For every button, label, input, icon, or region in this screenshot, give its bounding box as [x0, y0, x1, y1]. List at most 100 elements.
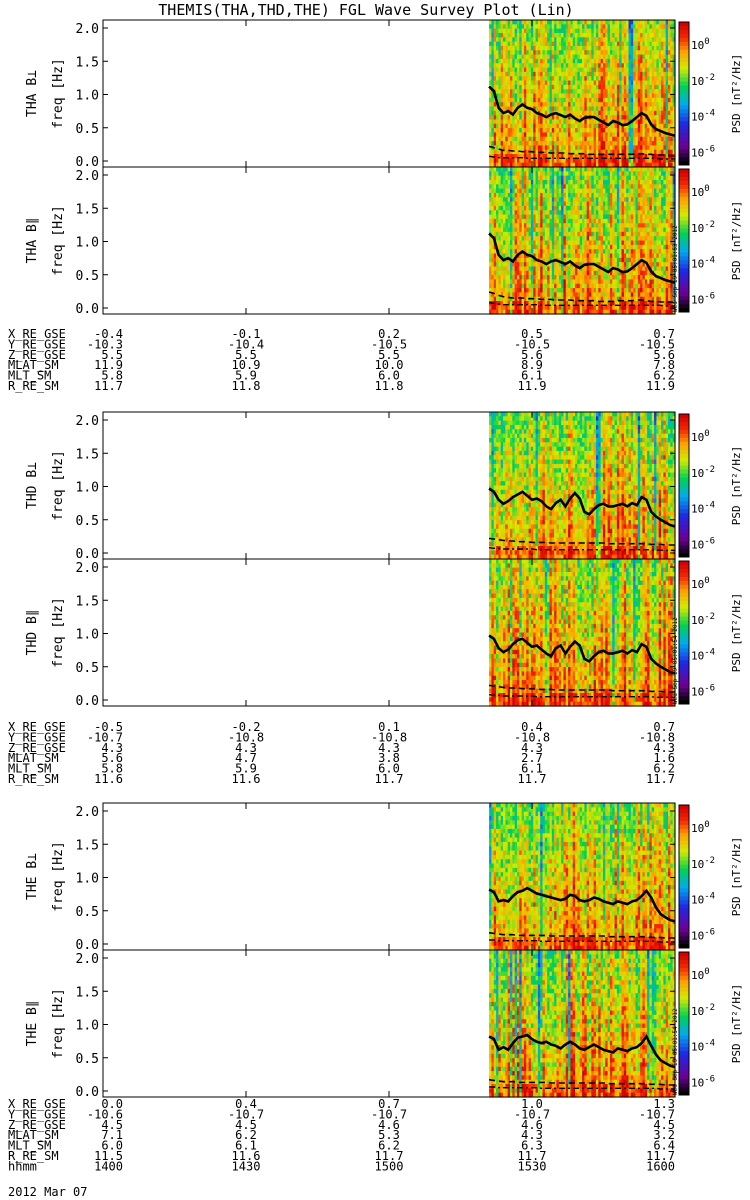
- orbit-row-value: 4.3: [101, 741, 123, 755]
- orbit-row-value: 1500: [375, 1159, 404, 1173]
- orbit-row-value: 4.3: [521, 741, 543, 755]
- colorbar: [678, 951, 690, 1096]
- orbit-row-value: 11.5: [94, 1149, 123, 1163]
- spectrogram-panel: 0.0 0.5 1.0 1.5 2.0 THE B⊥ freq [Hz] 100 10-2 10-…: [25, 802, 743, 953]
- dashdot-frequency-line: [489, 1086, 675, 1090]
- orbit-row-value: 7.1: [101, 1128, 123, 1142]
- orbit-row-name: hhmm: [8, 1159, 37, 1173]
- panel-label: THA B∥: [25, 218, 40, 264]
- colorbar-tick-label: 10-4: [691, 892, 715, 907]
- orbit-row-name: X_RE_GSE: [8, 720, 66, 734]
- y-tick-label: 0.0: [76, 155, 99, 170]
- orbit-row-value: 11.7: [94, 379, 123, 393]
- colorbar-label: PSD [nT²/Hz]: [730, 201, 743, 280]
- orbit-row-value: 11.6: [232, 772, 261, 786]
- timestamp-stamp: Wed Sep 19 05:01:54 2012: [672, 617, 679, 704]
- orbit-row-value: 4.6: [521, 1118, 543, 1132]
- orbit-row-value: 5.9: [235, 369, 257, 383]
- panel-label: THD B∥: [25, 610, 40, 656]
- colorbar-tick-label: 10-6: [691, 536, 715, 551]
- spectrogram-panel: 0.0 0.5 1.0 1.5 2.0 THA B∥ freq [Hz] 100 10-2 10-…: [25, 166, 743, 317]
- orbit-row-value: 0.7: [653, 327, 675, 341]
- orbit-row-name: Z_RE_GSE: [8, 1118, 66, 1132]
- y-tick-label: 2.0: [76, 805, 99, 820]
- y-tick-label: 0.0: [76, 547, 99, 562]
- orbit-row-value: 6.1: [521, 369, 543, 383]
- colorbar-tick-label: 100: [691, 37, 710, 52]
- dashed-frequency-line: [488, 145, 675, 157]
- orbit-row-value: 4.3: [521, 1128, 543, 1142]
- orbit-row-value: 4.7: [235, 751, 257, 765]
- orbit-row-value: -10.8: [228, 730, 264, 744]
- orbit-row-value: 4.3: [378, 741, 400, 755]
- orbit-row-name: Z_RE_GSE: [8, 741, 66, 755]
- colorbar: [678, 560, 690, 705]
- orbit-row-value: 0.7: [653, 720, 675, 734]
- orbit-row-value: 5.6: [521, 348, 543, 362]
- orbit-row-value: 1.6: [653, 751, 675, 765]
- orbit-row-value: 0.0: [101, 1097, 123, 1111]
- colorbar-tick-label: 10-2: [691, 612, 715, 627]
- dashed-frequency-line: [489, 684, 675, 693]
- figure-title: THEMIS(THA,THD,THE) FGL Wave Survey Plot…: [158, 1, 573, 19]
- colorbar: [678, 168, 690, 313]
- orbit-row-value: 6.1: [235, 1139, 257, 1153]
- orbit-row-value: 4.6: [378, 1118, 400, 1132]
- orbit-row-value: 10.0: [375, 358, 404, 372]
- orbit-row-value: 11.9: [94, 358, 123, 372]
- orbit-row-value: -10.7: [87, 730, 123, 744]
- dashed-frequency-line: [488, 291, 676, 304]
- panel-label: THE B∥: [25, 1001, 40, 1047]
- solid-frequency-line: [488, 886, 676, 923]
- orbit-row-value: 6.0: [101, 1139, 123, 1153]
- colorbar-tick-label: 10-2: [691, 73, 715, 88]
- orbit-table: X_RE_GSE -0.5 -0.2 0.1 0.4 0.7 Y_RE_GSE -10.7 -1…: [8, 720, 675, 786]
- spectrogram-panel: 0.0 0.5 1.0 1.5 2.0 THA B⊥ freq [Hz] 100 10-2 10-…: [25, 19, 743, 170]
- orbit-row-value: -10.5: [514, 337, 550, 351]
- orbit-row-value: -10.7: [228, 1107, 264, 1121]
- colorbar: [678, 21, 690, 166]
- orbit-row-value: 0.4: [235, 1097, 257, 1111]
- solid-frequency-line: [488, 85, 676, 137]
- colorbar-tick-label: 100: [691, 576, 710, 591]
- panels-group: 0.0 0.5 1.0 1.5 2.0 THA B⊥ freq [Hz] 100 10-2 10-…: [25, 19, 743, 1100]
- orbit-row-value: 11.8: [232, 379, 261, 393]
- spectrogram-panel: 0.0 0.5 1.0 1.5 2.0 THD B⊥ freq [Hz] 100 10-2 10-…: [25, 411, 743, 562]
- orbit-row-value: 6.0: [378, 369, 400, 383]
- y-tick-label: 0.5: [76, 1052, 99, 1067]
- orbit-row-name: Z_RE_GSE: [8, 348, 66, 362]
- dashdot-frequency-line: [489, 547, 675, 551]
- orbit-row-value: 6.4: [653, 1139, 675, 1153]
- orbit-row-value: 5.6: [653, 348, 675, 362]
- orbit-tables-group: X_RE_GSE -0.4 -0.1 0.2 0.5 0.7 Y_RE_GSE -10.3 -1…: [8, 327, 675, 1173]
- timestamp-stamp: Wed Sep 19 05:01:53 2012: [672, 225, 679, 312]
- orbit-row-name: X_RE_GSE: [8, 327, 66, 341]
- orbit-row-value: 5.9: [235, 762, 257, 776]
- orbit-row-value: 11.7: [518, 1149, 547, 1163]
- colorbar-tick-label: 10-2: [691, 1003, 715, 1018]
- orbit-row-value: 7.8: [653, 358, 675, 372]
- y-tick-label: 1.5: [76, 55, 99, 70]
- y-tick-label: 1.5: [76, 202, 99, 217]
- colorbar-label: PSD [nT²/Hz]: [730, 593, 743, 672]
- orbit-row-value: 2.7: [521, 751, 543, 765]
- orbit-row-value: -0.4: [94, 327, 123, 341]
- y-axis-label: freq [Hz]: [51, 58, 66, 128]
- orbit-row-value: 1.3: [653, 1097, 675, 1111]
- colorbar-tick-label: 10-2: [691, 465, 715, 480]
- orbit-row-value: 5.5: [378, 348, 400, 362]
- orbit-row-value: 0.7: [378, 1097, 400, 1111]
- orbit-row-name: R_RE_SM: [8, 1149, 59, 1163]
- y-tick-label: 2.0: [76, 22, 99, 37]
- dashdot-frequency-line: [488, 155, 675, 160]
- orbit-row-value: 11.6: [232, 1149, 261, 1163]
- orbit-row-value: 0.1: [378, 720, 400, 734]
- colorbar-label: PSD [nT²/Hz]: [730, 54, 743, 133]
- y-axis-label: freq [Hz]: [51, 988, 66, 1058]
- orbit-row-value: 6.2: [653, 369, 675, 383]
- orbit-row-value: -10.3: [87, 337, 123, 351]
- orbit-row-name: MLAT_SM: [8, 358, 59, 372]
- y-tick-label: 1.0: [76, 1019, 99, 1034]
- orbit-row-value: 5.3: [378, 1128, 400, 1142]
- orbit-row-value: 0.2: [378, 327, 400, 341]
